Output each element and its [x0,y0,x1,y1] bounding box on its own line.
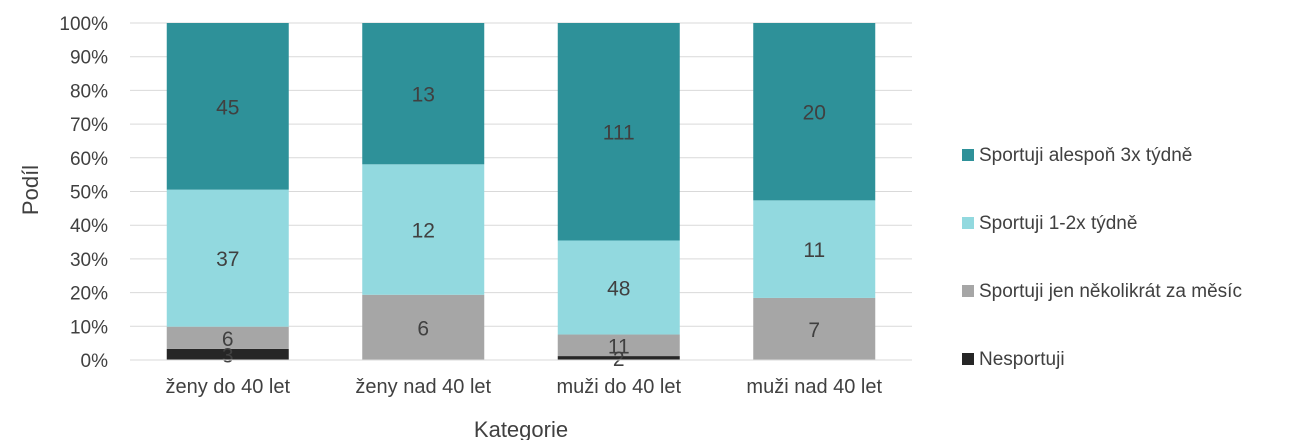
data-label: 37 [216,248,239,271]
legend-swatch [962,353,974,365]
data-label: 111 [603,122,635,145]
data-label: 11 [803,239,825,262]
y-tick-label: 70% [70,115,108,136]
data-label: 45 [216,96,239,119]
x-tick-label: muži do 40 let [556,376,681,398]
bar-segment [557,356,680,360]
data-label: 48 [607,278,630,301]
bar-segment [166,348,289,360]
y-tick-label: 0% [81,351,109,372]
y-axis-title: Podíl [18,165,43,215]
bar-segment [166,189,289,327]
bar-segment [362,294,485,360]
data-label: 12 [412,220,435,243]
bar-segment [557,334,680,357]
y-tick-label: 40% [70,216,108,237]
legend-swatch [962,217,974,229]
bar-segment [557,240,680,335]
y-axis-ticks: 0% 10% 20% 30% 40% 50% 60% 70% 80% 90% 100% [59,14,108,372]
data-label: 6 [417,317,429,340]
bar-segment [753,297,876,360]
y-tick-label: 20% [70,284,108,305]
x-axis-ticks: ženy do 40 let ženy nad 40 let muži do 40 … [165,376,882,398]
data-label: 6 [222,328,234,351]
bar-segment [362,23,485,165]
y-tick-label: 100% [59,14,108,35]
bar-segment [166,326,289,349]
data-label: 3 [222,344,234,367]
y-tick-label: 60% [70,149,108,170]
bar-segment [362,164,485,295]
x-axis-title: Kategorie [474,417,568,440]
legend-label: Sportuji alespoň 3x týdně [979,145,1192,166]
x-tick-label: muži nad 40 let [746,376,882,398]
y-tick-label: 10% [70,317,108,338]
legend-label: Sportuji jen několikrát za měsíc [979,281,1242,302]
bar-segment [753,23,876,201]
bar-segment [166,23,289,190]
bar-segment [557,23,680,241]
y-tick-label: 30% [70,250,108,271]
legend-swatch [962,285,974,297]
legend-swatch [962,149,974,161]
y-tick-label: 50% [70,183,108,204]
data-label: 20 [803,102,826,125]
data-label: 13 [412,84,435,107]
legend-label: Nesportuji [979,349,1065,370]
x-tick-label: ženy nad 40 let [355,376,491,398]
data-label: 11 [608,335,630,358]
legend: Sportuji alespoň 3x týdně Sportuji 1-2x t… [962,145,1242,370]
legend-label: Sportuji 1-2x týdně [979,213,1137,234]
bar-segment [753,200,876,298]
y-tick-label: 80% [70,81,108,102]
y-tick-label: 90% [70,48,108,69]
data-label: 7 [808,319,820,342]
x-tick-label: ženy do 40 let [165,376,290,398]
